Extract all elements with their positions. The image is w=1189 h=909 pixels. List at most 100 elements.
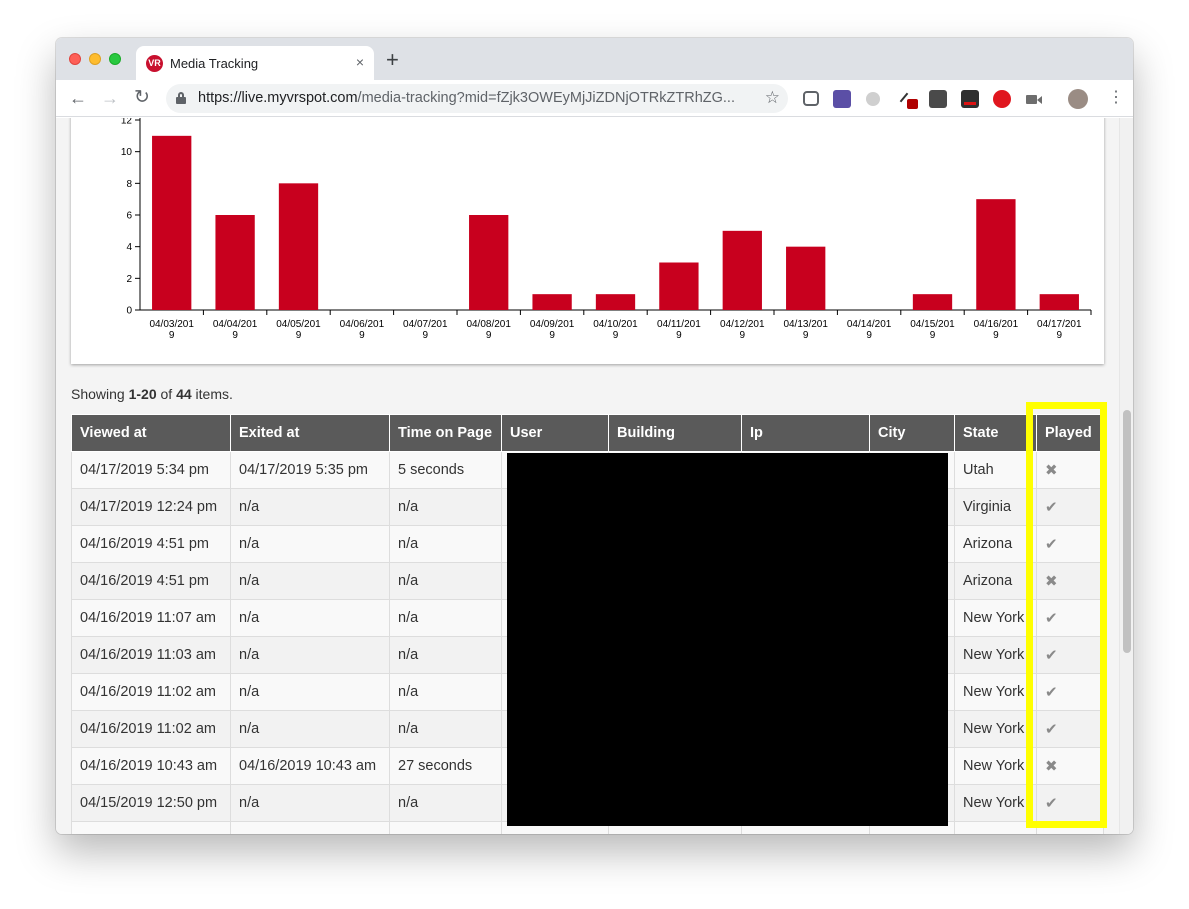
cell-state: New York <box>954 636 1037 674</box>
pagination-summary: Showing 1-20 of 44 items. <box>71 386 233 402</box>
bar-04-09-2019 <box>532 294 572 310</box>
col-ip[interactable]: Ip <box>741 414 870 452</box>
x-tick-label-line2: 9 <box>803 330 809 341</box>
tab-media-tracking[interactable]: VR Media Tracking × <box>136 46 374 80</box>
y-tick-label: 2 <box>126 274 132 285</box>
x-tick-label-line1: 04/07/201 <box>403 319 448 330</box>
y-tick-label: 0 <box>126 306 132 317</box>
cell-state: New York <box>954 710 1037 748</box>
col-state[interactable]: State <box>954 414 1037 452</box>
ext-camera-icon[interactable] <box>1025 90 1043 108</box>
page-scrollbar[interactable] <box>1119 118 1133 834</box>
cell-viewed-at: 04/17/2019 12:24 pm <box>71 488 231 526</box>
cell-played: ✖ <box>1036 747 1104 785</box>
ext-m-icon[interactable] <box>929 90 947 108</box>
col-user[interactable]: User <box>501 414 609 452</box>
back-button[interactable]: ← <box>69 88 87 108</box>
cell-time-on-page: n/a <box>389 784 502 822</box>
x-tick-label-line2: 9 <box>169 330 175 341</box>
ext-tl-icon[interactable] <box>833 90 851 108</box>
scrollbar-thumb[interactable] <box>1123 410 1131 653</box>
cell-state: New York <box>954 673 1037 711</box>
cell-time-on-page <box>389 821 502 834</box>
pocket-icon[interactable] <box>803 91 819 106</box>
col-time-on-page[interactable]: Time on Page <box>389 414 502 452</box>
cell-viewed-at <box>71 821 231 834</box>
table-header-row: Viewed at Exited at Time on Page User Bu… <box>71 414 1104 452</box>
new-tab-button[interactable]: + <box>386 47 399 72</box>
tab-close-icon[interactable]: × <box>355 54 364 70</box>
close-window-button[interactable] <box>69 53 81 65</box>
cell-time-on-page: n/a <box>389 488 502 526</box>
cell-exited-at: n/a <box>230 562 390 600</box>
cell-exited-at: n/a <box>230 784 390 822</box>
summary-total: 44 <box>176 386 192 402</box>
cell-played: ✔ <box>1036 784 1104 822</box>
col-viewed-at[interactable]: Viewed at <box>71 414 231 452</box>
x-tick-label-line1: 04/08/201 <box>466 319 511 330</box>
profile-avatar[interactable] <box>1068 89 1088 109</box>
forward-button[interactable]: → <box>101 88 119 108</box>
ext-pen-icon[interactable] <box>899 90 919 109</box>
url-text[interactable]: https://live.myvrspot.com/media-tracking… <box>198 90 735 106</box>
checkmark-icon: ✔ <box>1045 684 1058 701</box>
cell-state: Arizona <box>954 562 1037 600</box>
col-city[interactable]: City <box>869 414 955 452</box>
cell-time-on-page: 27 seconds <box>389 747 502 785</box>
address-bar[interactable]: https://live.myvrspot.com/media-tracking… <box>166 84 788 113</box>
x-tick-label-line1: 04/13/201 <box>783 319 828 330</box>
bookmark-star-icon[interactable]: ☆ <box>764 88 780 107</box>
x-tick-label-line1: 04/15/201 <box>910 319 955 330</box>
x-tick-label-line2: 9 <box>549 330 555 341</box>
x-tick-label-line1: 04/14/201 <box>847 319 892 330</box>
cell-exited-at: 04/16/2019 10:43 am <box>230 747 390 785</box>
cross-icon: ✖ <box>1045 573 1058 590</box>
ext-checklist-icon[interactable] <box>961 90 979 108</box>
y-tick-label: 6 <box>126 211 132 222</box>
browser-toolbar: ← → ↻ https://live.myvrspot.com/media-tr… <box>56 80 1133 117</box>
bar-04-08-2019 <box>469 215 509 310</box>
ext-circle-icon[interactable] <box>866 92 880 106</box>
y-tick-label: 12 <box>121 118 133 127</box>
cell-viewed-at: 04/16/2019 4:51 pm <box>71 562 231 600</box>
reload-button[interactable]: ↻ <box>134 87 150 108</box>
minimize-window-button[interactable] <box>89 53 101 65</box>
checkmark-icon: ✔ <box>1045 721 1058 738</box>
summary-suffix: items. <box>191 386 233 402</box>
cell-state: New York <box>954 599 1037 637</box>
browser-menu-icon[interactable]: ⋮ <box>1108 89 1124 106</box>
x-tick-label-line2: 9 <box>613 330 619 341</box>
cell-viewed-at: 04/16/2019 11:07 am <box>71 599 231 637</box>
url-host: https://live.myvrspot.com <box>198 90 358 106</box>
x-tick-label-line1: 04/06/201 <box>340 319 385 330</box>
ext-stop-icon[interactable] <box>993 90 1011 108</box>
x-tick-label-line2: 9 <box>740 330 746 341</box>
cell-viewed-at: 04/16/2019 11:02 am <box>71 673 231 711</box>
cell-played: ✖ <box>1036 562 1104 600</box>
x-tick-label-line1: 04/05/201 <box>276 319 321 330</box>
page-viewport: 0 2 4 6 8 10 12 04/03/201 9 04/04/201 9 04/05/201 9 0… <box>56 118 1133 834</box>
bar-04-12-2019 <box>722 230 762 310</box>
x-tick-label-line2: 9 <box>296 330 302 341</box>
cell-played: ✔ <box>1036 636 1104 674</box>
maximize-window-button[interactable] <box>109 53 121 65</box>
x-tick-label-line2: 9 <box>423 330 429 341</box>
cell-time-on-page: n/a <box>389 599 502 637</box>
cell-played: ✔ <box>1036 599 1104 637</box>
cell-exited-at: 04/17/2019 5:35 pm <box>230 451 390 489</box>
col-played[interactable]: Played <box>1036 414 1104 452</box>
col-building[interactable]: Building <box>608 414 742 452</box>
x-tick-label-line2: 9 <box>866 330 872 341</box>
checkmark-icon: ✔ <box>1045 610 1058 627</box>
tab-title: Media Tracking <box>170 56 259 71</box>
y-tick-label: 10 <box>121 147 133 158</box>
cell-state <box>954 821 1037 834</box>
col-exited-at[interactable]: Exited at <box>230 414 390 452</box>
cell-exited-at: n/a <box>230 525 390 563</box>
x-tick-label-line2: 9 <box>993 330 999 341</box>
checkmark-icon: ✔ <box>1045 536 1058 553</box>
summary-range: 1-20 <box>128 386 157 402</box>
cell-state: Arizona <box>954 525 1037 563</box>
title-bar: VR Media Tracking × + <box>56 38 1133 80</box>
browser-window: VR Media Tracking × + ← → ↻ https://live… <box>56 38 1133 834</box>
